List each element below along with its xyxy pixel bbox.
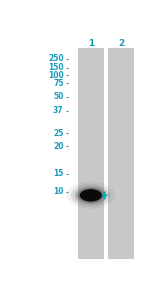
Ellipse shape xyxy=(71,184,111,207)
Text: 1: 1 xyxy=(88,39,94,47)
Text: 15: 15 xyxy=(53,169,63,178)
Bar xyxy=(78,47,104,258)
Text: 50: 50 xyxy=(53,92,63,101)
Text: 250: 250 xyxy=(48,54,63,63)
Ellipse shape xyxy=(75,186,107,204)
Ellipse shape xyxy=(67,182,115,209)
Text: 150: 150 xyxy=(48,63,63,72)
Text: 10: 10 xyxy=(53,188,63,197)
Ellipse shape xyxy=(78,188,104,203)
Text: 100: 100 xyxy=(48,71,63,80)
Text: 75: 75 xyxy=(53,79,63,88)
Text: 2: 2 xyxy=(118,39,124,47)
Text: 37: 37 xyxy=(53,106,63,115)
Text: 20: 20 xyxy=(53,142,63,151)
Bar xyxy=(108,47,134,258)
Ellipse shape xyxy=(80,189,102,202)
Text: 25: 25 xyxy=(53,129,63,138)
